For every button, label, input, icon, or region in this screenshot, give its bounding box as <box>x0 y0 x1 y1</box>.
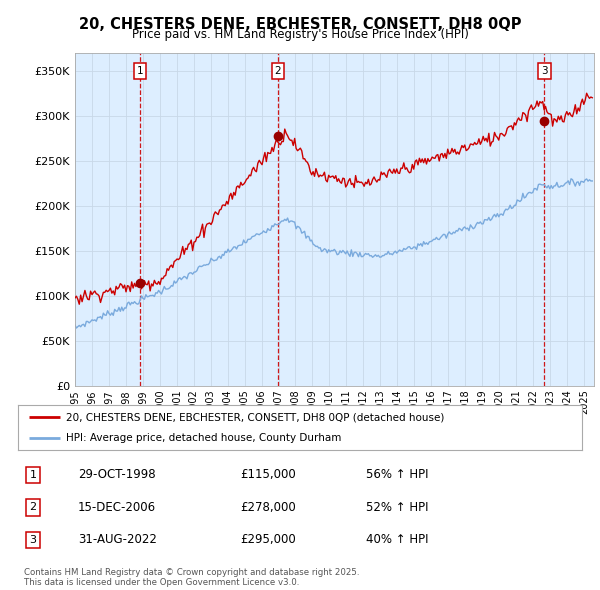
Text: HPI: Average price, detached house, County Durham: HPI: Average price, detached house, Coun… <box>66 432 341 442</box>
Text: 56% ↑ HPI: 56% ↑ HPI <box>366 468 428 481</box>
Text: 20, CHESTERS DENE, EBCHESTER, CONSETT, DH8 0QP: 20, CHESTERS DENE, EBCHESTER, CONSETT, D… <box>79 17 521 31</box>
Text: Price paid vs. HM Land Registry's House Price Index (HPI): Price paid vs. HM Land Registry's House … <box>131 28 469 41</box>
Text: 1: 1 <box>29 470 37 480</box>
Text: £295,000: £295,000 <box>240 533 296 546</box>
Text: £278,000: £278,000 <box>240 501 296 514</box>
Text: 2: 2 <box>275 66 281 76</box>
Text: Contains HM Land Registry data © Crown copyright and database right 2025.
This d: Contains HM Land Registry data © Crown c… <box>24 568 359 587</box>
Text: 52% ↑ HPI: 52% ↑ HPI <box>366 501 428 514</box>
Text: 2: 2 <box>29 503 37 512</box>
Text: £115,000: £115,000 <box>240 468 296 481</box>
Text: 3: 3 <box>29 535 37 545</box>
Text: 40% ↑ HPI: 40% ↑ HPI <box>366 533 428 546</box>
Text: 1: 1 <box>137 66 143 76</box>
Text: 15-DEC-2006: 15-DEC-2006 <box>78 501 156 514</box>
Text: 20, CHESTERS DENE, EBCHESTER, CONSETT, DH8 0QP (detached house): 20, CHESTERS DENE, EBCHESTER, CONSETT, D… <box>66 412 445 422</box>
Text: 3: 3 <box>541 66 548 76</box>
Text: 31-AUG-2022: 31-AUG-2022 <box>78 533 157 546</box>
Text: 29-OCT-1998: 29-OCT-1998 <box>78 468 155 481</box>
